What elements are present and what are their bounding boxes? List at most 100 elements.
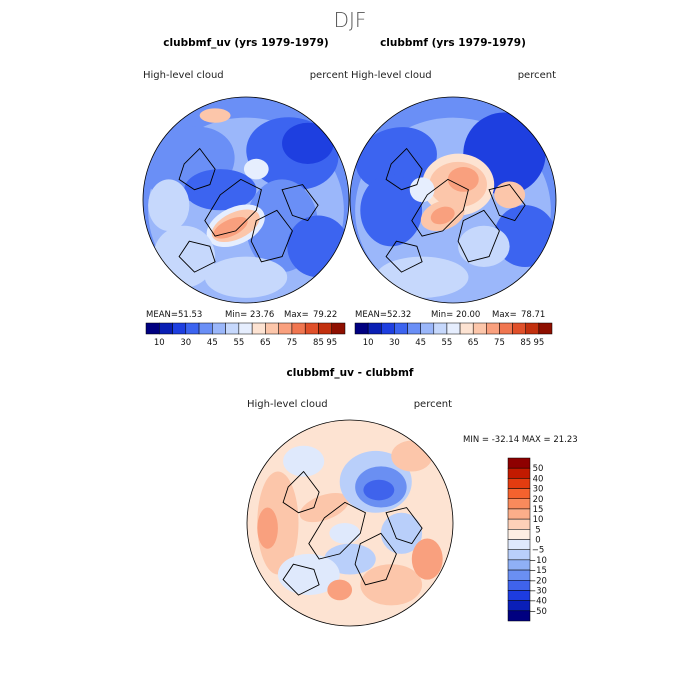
panel-a-title: clubbmf_uv (yrs 1979-1979) [163, 37, 328, 49]
panel-c-field-contour [257, 507, 278, 549]
panel-b-field-contour [494, 181, 526, 209]
panel-b-field-contour [447, 167, 479, 192]
panel-b-colorbar-tick-label: 30 [389, 338, 400, 348]
panel-c-field-contour [257, 471, 299, 575]
panel-b-colorbar-swatch [420, 322, 435, 335]
panel-a-stats: MEAN= 51.53 Min= 23.76 Max= 79.22 [146, 310, 337, 320]
panel-b-colorbar-swatch [433, 322, 448, 335]
panel-c-coastline [282, 563, 320, 596]
panel-b-stats: MEAN= 52.32 Min= 20.00 Max= 78.71 [355, 310, 545, 320]
panel-c-colorbar-tick-label: 40 [533, 474, 544, 484]
panel-b-coastline [488, 184, 526, 222]
panel-b-colorbar-tick-label: 55 [442, 338, 453, 348]
panel-a-field-contour [282, 122, 334, 164]
panel-c-colorbar-swatch [507, 529, 531, 540]
panel-a-colorbar-swatch [304, 322, 319, 335]
panel-b-coastline [457, 209, 500, 263]
panel-a-colorbar-swatch [331, 322, 346, 335]
panel-c-colorbar-swatch [507, 539, 531, 550]
panel-c-colorbar-swatch [507, 478, 531, 489]
panel-b-field-contour [458, 225, 510, 267]
panel-c-coastline [308, 501, 366, 560]
panel-b-field-contour [494, 205, 556, 267]
panel-c-coastlines [282, 470, 423, 596]
panel-b-colorbar-swatch [538, 322, 553, 335]
panel-b-coastline [385, 147, 423, 191]
panel-b-colorbar-swatch [486, 322, 500, 335]
panel-a-field-contour [184, 169, 257, 211]
panel-a-field-contour [243, 158, 269, 180]
panel-b-map-border [349, 96, 557, 304]
panel-b-colorbar-swatch [472, 322, 487, 335]
panel-b-max-value: 78.71 [521, 310, 545, 320]
panel-c-coastline [385, 507, 423, 545]
panel-b-colorbar: 10 30 45 55 65 75 85 95 [354, 322, 553, 348]
panel-b-colorbar-swatch [459, 322, 474, 335]
panel-c-colorbar-swatch [507, 590, 531, 601]
panel-a-colorbar-swatch [212, 322, 226, 335]
panel-c-colorbar-tick-label: 50 [533, 464, 544, 474]
panel-c-field-contour [360, 564, 423, 606]
panel-b-field-contour [430, 206, 455, 225]
panel-c-colorbar-swatch [507, 569, 531, 581]
panel-b-min-label: Min= [431, 310, 453, 320]
panel-c-coastline [282, 470, 320, 514]
panel-a-colorbar-swatch [238, 322, 253, 335]
panel-c-colorbar-tick-label: −40 [529, 597, 547, 607]
panel-a-field-contour [204, 256, 288, 298]
panel-a-colorbar-swatch [265, 322, 279, 335]
panel-a-colorbar-swatch [318, 322, 332, 335]
panel-c-colorbar-tick-label: 30 [533, 485, 544, 495]
panel-b-left-label: High-level cloud [351, 70, 432, 81]
panel-c-colorbar-swatch [507, 457, 531, 469]
panel-b-colorbar-swatch [354, 322, 369, 335]
panel-model-ref: clubbmf (yrs 1979-1979) High-level cloud… [349, 37, 557, 348]
panel-a-colorbar-tick-label: 65 [260, 338, 271, 348]
panel-a-colorbar-tick-label: 10 [154, 338, 165, 348]
panel-c-colorbar-swatch [507, 580, 531, 591]
panel-a-mean-value: 51.53 [178, 310, 202, 320]
panel-c-colorbar-tick-label: −30 [529, 586, 547, 596]
panel-c-colorbar-tick-label: −20 [529, 576, 547, 586]
panel-c-colorbar-swatch [507, 508, 531, 520]
panel-b-title: clubbmf (yrs 1979-1979) [380, 37, 526, 49]
panel-c-field-contour [411, 538, 443, 580]
panel-a-mean-label: MEAN= [146, 310, 178, 320]
panel-b-mean-label: MEAN= [355, 310, 387, 320]
panel-c-colorbar-tick-label: −50 [529, 607, 547, 617]
panel-a-min-value: 23.76 [250, 310, 274, 320]
panel-c-field-contour [329, 523, 361, 544]
panel-b-colorbar-swatch [525, 322, 540, 335]
panel-b-colorbar-swatch [394, 322, 408, 335]
panel-c-colorbar-swatch [507, 518, 531, 530]
panel-c-field-contour [363, 479, 395, 501]
panel-b-field-contour [360, 174, 423, 247]
panel-c-stats: MIN = -32.14 MAX = 21.23 [463, 435, 578, 445]
panel-a-coastline [178, 147, 216, 191]
panel-a-colorbar-swatch [251, 322, 266, 335]
panel-b-coastline [411, 178, 469, 237]
panel-a-right-label: percent [310, 70, 348, 81]
panel-a-colorbar-tick-label: 30 [180, 338, 191, 348]
panel-a-colorbar-swatch [145, 322, 160, 335]
panel-b-colorbar-swatch [367, 322, 382, 335]
panel-b-min-value: 20.00 [456, 310, 480, 320]
panel-c-colorbar-tick-label: −15 [529, 566, 547, 576]
panel-b-field-contour [409, 177, 435, 203]
panel-a-colorbar-tick-label: 95 [326, 338, 337, 348]
panel-c-colorbar-swatch [507, 600, 531, 612]
panel-a-coastline [250, 209, 293, 263]
panel-b-colorbar-tick-label: 95 [533, 338, 544, 348]
panel-c-colorbar-swatch [507, 467, 531, 479]
panel-a-colorbar-tick-label: 55 [233, 338, 244, 348]
panel-a-field-contour [148, 179, 190, 231]
panel-c-colorbar-tick-label: 15 [533, 505, 544, 515]
panel-b-colorbar-tick-label: 10 [363, 338, 374, 348]
panel-c-colorbar-tick-label: 5 [535, 525, 540, 535]
panel-a-colorbar-swatch [172, 322, 187, 335]
panel-a-colorbar-tick-label: 75 [287, 338, 298, 348]
panel-c-colorbar-swatch [507, 610, 531, 622]
panel-a-field-contour [287, 215, 349, 278]
